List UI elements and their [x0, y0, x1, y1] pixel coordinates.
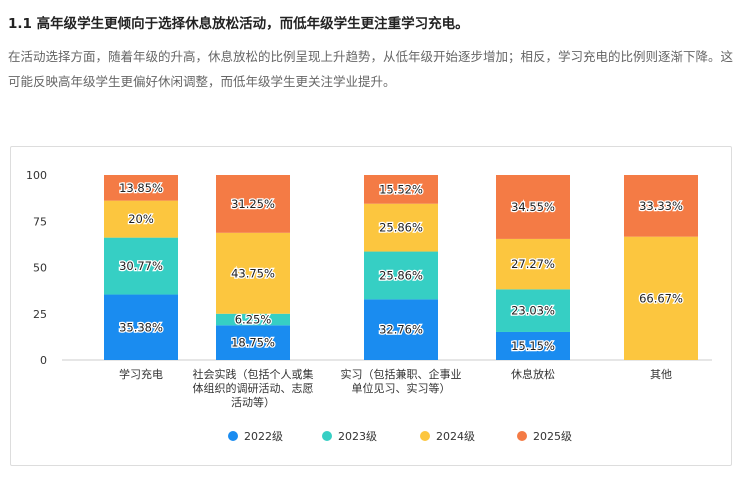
x-tick-label: 其他 [650, 368, 672, 381]
bar-segment [216, 175, 290, 233]
data-label: 34.55% [511, 200, 555, 214]
x-tick-label: 学习充电 [119, 367, 163, 381]
x-tick-label: 体组织的调研活动、志愿 [193, 381, 314, 395]
y-tick-label: 50 [33, 262, 47, 275]
chart-card [10, 146, 732, 466]
bar-segment [496, 331, 570, 360]
bar-segment [496, 175, 570, 239]
bar-segment [496, 289, 570, 332]
data-label: 31.25% [231, 197, 275, 211]
bar-segment [104, 200, 178, 238]
x-tick-label: 社会实践（包括个人或集 [193, 367, 314, 381]
bar-segment [624, 236, 698, 360]
legend-marker-icon [228, 431, 238, 441]
data-label: 33.33% [639, 199, 683, 213]
x-tick-label: 实习（包括兼职、企事业 [341, 367, 462, 381]
data-label: 25.86% [379, 268, 423, 282]
data-label: 35.38% [119, 320, 163, 334]
data-label: 20% [128, 212, 154, 226]
legend-label: 2022级 [244, 430, 283, 443]
data-label: 25.86% [379, 221, 423, 235]
section-heading: 1.1 高年级学生更倾向于选择休息放松活动，而低年级学生更注重学习充电。 [8, 16, 469, 32]
data-label: 32.76% [379, 323, 423, 337]
data-label: 15.52% [379, 182, 423, 196]
data-label: 27.27% [511, 257, 555, 271]
legend-marker-icon [517, 431, 527, 441]
bar-segment [624, 175, 698, 237]
data-label: 23.03% [511, 304, 555, 318]
data-label: 6.25% [235, 313, 272, 327]
legend-marker-icon [420, 431, 430, 441]
y-tick-label: 75 [33, 215, 47, 228]
legend-marker-icon [322, 431, 332, 441]
data-label: 66.67% [639, 291, 683, 305]
data-label: 18.75% [231, 336, 275, 350]
x-tick-label: 活动等） [231, 395, 275, 409]
summary-paragraph: 在活动选择方面，随着年级的升高，休息放松的比例呈现上升趋势，从低年级开始逐步增加… [8, 49, 734, 89]
legend-label: 2025级 [533, 430, 572, 443]
y-tick-label: 100 [26, 169, 47, 182]
legend-label: 2024级 [436, 430, 475, 443]
bar-segment [216, 232, 290, 314]
y-tick-label: 25 [33, 308, 47, 321]
bar-segment [216, 325, 290, 360]
bar-segment [104, 175, 178, 201]
data-label: 43.75% [231, 266, 275, 280]
data-label: 13.85% [119, 181, 163, 195]
bar-segment [496, 238, 570, 290]
bar-segment [364, 203, 438, 252]
y-tick-label: 0 [40, 354, 47, 367]
bar-segment [364, 251, 438, 300]
data-label: 30.77% [119, 259, 163, 273]
bar-segment [104, 237, 178, 295]
bar-segment [104, 294, 178, 360]
x-tick-label: 休息放松 [511, 367, 555, 381]
bar-segment [364, 299, 438, 360]
x-tick-label: 单位见习、实习等） [352, 381, 451, 395]
data-label: 15.15% [511, 339, 555, 353]
bar-segment [364, 175, 438, 204]
legend-label: 2023级 [338, 430, 377, 443]
bar-segment [216, 313, 290, 326]
